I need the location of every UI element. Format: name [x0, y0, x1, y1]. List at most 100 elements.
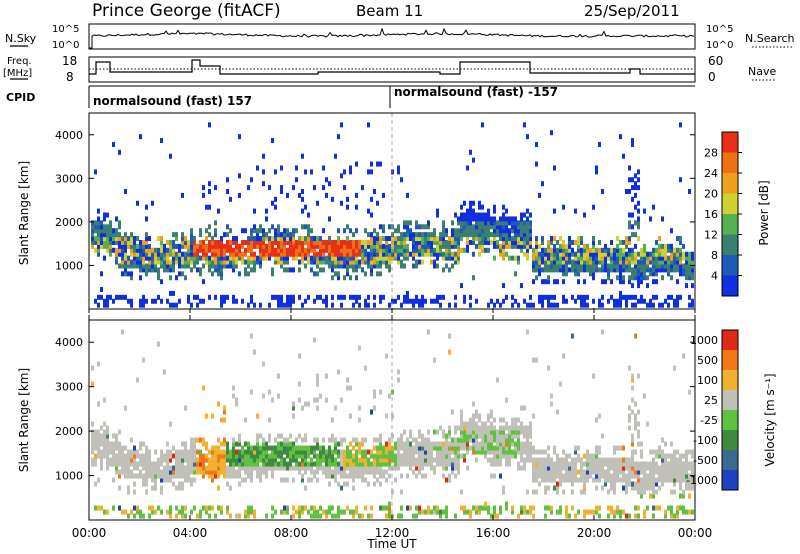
power-cell [250, 255, 253, 261]
velocity-cell [571, 469, 574, 475]
velocity-cell [262, 449, 265, 455]
power-cell [346, 236, 349, 242]
velocity-cell [124, 445, 127, 451]
velocity-cell [442, 457, 445, 463]
velocity-cell [229, 449, 232, 455]
velocity-cell [271, 513, 274, 519]
power-cell [370, 251, 373, 257]
velocity-cell [676, 461, 679, 467]
power-cell [436, 236, 439, 242]
velocity-cell [568, 477, 571, 483]
velocity-cell [646, 485, 649, 491]
velocity-cell [133, 457, 136, 463]
power-cell [298, 247, 301, 253]
velocity-cell [214, 469, 217, 475]
velocity-cell [487, 449, 490, 455]
power-cell [280, 298, 283, 304]
velocity-cell [148, 513, 151, 519]
velocity-cell [625, 513, 628, 519]
power-cell [319, 247, 322, 253]
velocity-cell [370, 505, 373, 511]
power-cell [490, 220, 493, 226]
velocity-cell [391, 389, 394, 395]
velocity-cell [328, 461, 331, 467]
power-cell [517, 239, 520, 245]
power-cell [115, 259, 118, 265]
velocity-cell [403, 457, 406, 463]
velocity-cell [487, 433, 490, 439]
velocity-cell [640, 493, 643, 499]
velocity-cell [412, 469, 415, 475]
power-cell [307, 232, 310, 238]
velocity-cell [328, 445, 331, 451]
power-cell [583, 279, 586, 285]
power-cell [217, 267, 220, 273]
velocity-cell [631, 481, 634, 487]
power-cell [229, 228, 232, 234]
power-cell [634, 192, 637, 198]
velocity-cell [643, 477, 646, 483]
power-cell [97, 302, 100, 308]
power-cell [268, 251, 271, 257]
power-cell [352, 251, 355, 257]
velocity-cell [340, 469, 343, 475]
velocity-cell [319, 465, 322, 471]
velocity-cell [334, 465, 337, 471]
velocity-cell [517, 449, 520, 455]
velocity-cell [247, 505, 250, 511]
power-cell [262, 228, 265, 234]
power-cell [235, 239, 238, 245]
velocity-cell [109, 445, 112, 451]
velocity-cell [295, 437, 298, 443]
velocity-cell [379, 453, 382, 459]
velocity-cell [181, 513, 184, 519]
power-cell [220, 271, 223, 277]
power-cell [679, 236, 682, 242]
velocity-cell [259, 457, 262, 463]
power-cell [610, 267, 613, 273]
velocity-cell [571, 473, 574, 479]
velocity-cell [556, 453, 559, 459]
power-cell [373, 294, 376, 300]
velocity-cell [154, 449, 157, 455]
velocity-cell [190, 441, 193, 447]
velocity-cell [562, 457, 565, 463]
power-cell [526, 220, 529, 226]
velocity-cell [598, 449, 601, 455]
power-cell [124, 243, 127, 249]
power-cell [133, 239, 136, 245]
power-cell [214, 267, 217, 273]
velocity-cell [685, 509, 688, 515]
velocity-cell [250, 453, 253, 459]
power-cell [688, 271, 691, 277]
velocity-cell [691, 469, 694, 475]
velocity-cell [388, 501, 391, 507]
power-cell [550, 267, 553, 273]
power-cell [337, 255, 340, 261]
velocity-cell [616, 461, 619, 467]
velocity-cell [589, 453, 592, 459]
velocity-cell [556, 457, 559, 463]
power-cell [436, 263, 439, 269]
velocity-cell [145, 457, 148, 463]
power-cell [349, 275, 352, 281]
power-cell [334, 243, 337, 249]
velocity-cell [106, 437, 109, 443]
velocity-cell [436, 453, 439, 459]
velocity-cell [640, 449, 643, 455]
power-cell [631, 267, 634, 273]
power-cell [613, 255, 616, 261]
velocity-cell [343, 481, 346, 487]
velocity-cell [364, 477, 367, 483]
power-cell [580, 294, 583, 300]
power-cell [274, 247, 277, 253]
power-cell [547, 298, 550, 304]
power-cell [667, 259, 670, 265]
velocity-cell [661, 449, 664, 455]
power-cell [349, 169, 352, 175]
power-cell [544, 263, 547, 269]
power-cell [421, 239, 424, 245]
power-cell [127, 255, 130, 261]
velocity-cell [511, 505, 514, 511]
velocity-cell [97, 437, 100, 443]
